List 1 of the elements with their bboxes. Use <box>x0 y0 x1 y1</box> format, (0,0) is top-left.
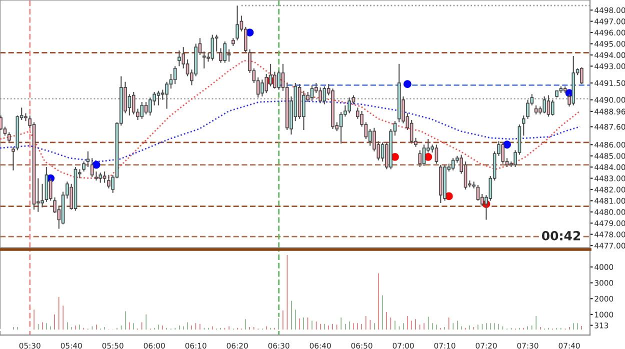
annotation: 00:42 <box>542 230 580 240</box>
